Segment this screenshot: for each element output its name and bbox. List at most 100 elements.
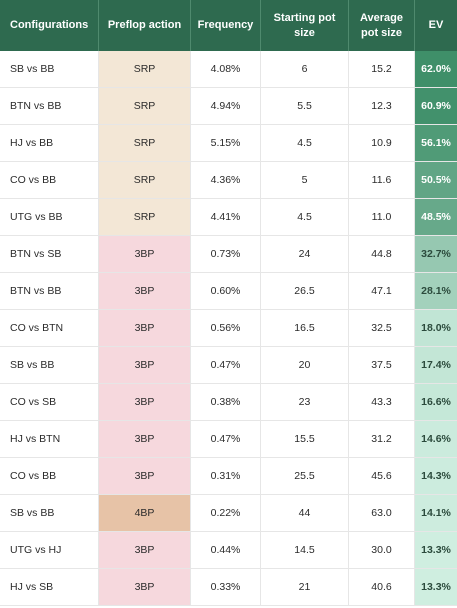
cell-frequency: 4.08% bbox=[191, 51, 261, 87]
cell-starting-pot-size: 15.5 bbox=[261, 421, 349, 457]
cell-average-pot-size: 10.9 bbox=[349, 125, 415, 161]
cell-average-pot-size: 11.6 bbox=[349, 162, 415, 198]
cell-ev: 60.9% bbox=[415, 88, 457, 124]
table-row: CO vs BB 3BP 0.31% 25.5 45.6 14.3% bbox=[0, 458, 457, 495]
cell-ev: 32.7% bbox=[415, 236, 457, 272]
cell-frequency: 5.15% bbox=[191, 125, 261, 161]
cell-average-pot-size: 45.6 bbox=[349, 458, 415, 494]
cell-average-pot-size: 11.0 bbox=[349, 199, 415, 235]
cell-average-pot-size: 12.3 bbox=[349, 88, 415, 124]
cell-preflop-action: 3BP bbox=[99, 236, 191, 272]
cell-average-pot-size: 31.2 bbox=[349, 421, 415, 457]
cell-ev: 62.0% bbox=[415, 51, 457, 87]
cell-configuration: UTG vs HJ bbox=[0, 532, 99, 568]
cell-frequency: 0.31% bbox=[191, 458, 261, 494]
cell-preflop-action: 3BP bbox=[99, 384, 191, 420]
cell-configuration: SB vs BB bbox=[0, 495, 99, 531]
cell-average-pot-size: 40.6 bbox=[349, 569, 415, 605]
cell-starting-pot-size: 25.5 bbox=[261, 458, 349, 494]
cell-frequency: 4.36% bbox=[191, 162, 261, 198]
cell-ev: 28.1% bbox=[415, 273, 457, 309]
cell-ev: 13.3% bbox=[415, 532, 457, 568]
cell-starting-pot-size: 44 bbox=[261, 495, 349, 531]
cell-frequency: 0.44% bbox=[191, 532, 261, 568]
cell-frequency: 0.60% bbox=[191, 273, 261, 309]
cell-starting-pot-size: 23 bbox=[261, 384, 349, 420]
cell-average-pot-size: 15.2 bbox=[349, 51, 415, 87]
cell-configuration: CO vs BTN bbox=[0, 310, 99, 346]
table-header: Configurations Preflop action Frequency … bbox=[0, 0, 457, 51]
cell-preflop-action: 3BP bbox=[99, 273, 191, 309]
cell-configuration: BTN vs BB bbox=[0, 273, 99, 309]
cell-starting-pot-size: 16.5 bbox=[261, 310, 349, 346]
cell-preflop-action: 3BP bbox=[99, 421, 191, 457]
cell-ev: 17.4% bbox=[415, 347, 457, 383]
header-preflop-action: Preflop action bbox=[99, 0, 191, 51]
table-row: BTN vs SB 3BP 0.73% 24 44.8 32.7% bbox=[0, 236, 457, 273]
cell-frequency: 4.41% bbox=[191, 199, 261, 235]
cell-frequency: 0.33% bbox=[191, 569, 261, 605]
cell-starting-pot-size: 24 bbox=[261, 236, 349, 272]
table-row: HJ vs BB SRP 5.15% 4.5 10.9 56.1% bbox=[0, 125, 457, 162]
cell-ev: 14.1% bbox=[415, 495, 457, 531]
cell-configuration: HJ vs BTN bbox=[0, 421, 99, 457]
table-row: SB vs BB SRP 4.08% 6 15.2 62.0% bbox=[0, 51, 457, 88]
table-row: SB vs BB 4BP 0.22% 44 63.0 14.1% bbox=[0, 495, 457, 532]
cell-average-pot-size: 37.5 bbox=[349, 347, 415, 383]
table-row: CO vs BTN 3BP 0.56% 16.5 32.5 18.0% bbox=[0, 310, 457, 347]
cell-configuration: HJ vs SB bbox=[0, 569, 99, 605]
table-row: UTG vs HJ 3BP 0.44% 14.5 30.0 13.3% bbox=[0, 532, 457, 569]
cell-preflop-action: SRP bbox=[99, 125, 191, 161]
cell-starting-pot-size: 21 bbox=[261, 569, 349, 605]
cell-frequency: 0.38% bbox=[191, 384, 261, 420]
cell-configuration: CO vs BB bbox=[0, 458, 99, 494]
cell-starting-pot-size: 14.5 bbox=[261, 532, 349, 568]
cell-ev: 18.0% bbox=[415, 310, 457, 346]
table-row: CO vs BB SRP 4.36% 5 11.6 50.5% bbox=[0, 162, 457, 199]
cell-frequency: 0.22% bbox=[191, 495, 261, 531]
cell-average-pot-size: 47.1 bbox=[349, 273, 415, 309]
table-row: HJ vs SB 3BP 0.33% 21 40.6 13.3% bbox=[0, 569, 457, 606]
cell-preflop-action: 3BP bbox=[99, 347, 191, 383]
cell-preflop-action: 3BP bbox=[99, 310, 191, 346]
cell-average-pot-size: 32.5 bbox=[349, 310, 415, 346]
header-ev: EV bbox=[428, 19, 444, 31]
cell-preflop-action: SRP bbox=[99, 88, 191, 124]
cell-configuration: BTN vs SB bbox=[0, 236, 99, 272]
cell-ev: 14.6% bbox=[415, 421, 457, 457]
cell-ev: 56.1% bbox=[415, 125, 457, 161]
cell-frequency: 0.47% bbox=[191, 421, 261, 457]
cell-starting-pot-size: 20 bbox=[261, 347, 349, 383]
cell-starting-pot-size: 26.5 bbox=[261, 273, 349, 309]
cell-frequency: 0.47% bbox=[191, 347, 261, 383]
cell-configuration: CO vs SB bbox=[0, 384, 99, 420]
cell-preflop-action: 3BP bbox=[99, 569, 191, 605]
cell-ev: 14.3% bbox=[415, 458, 457, 494]
cell-starting-pot-size: 5.5 bbox=[261, 88, 349, 124]
cell-preflop-action: 3BP bbox=[99, 532, 191, 568]
header-frequency: Frequency bbox=[191, 0, 261, 51]
cell-ev: 13.3% bbox=[415, 569, 457, 605]
cell-starting-pot-size: 4.5 bbox=[261, 125, 349, 161]
table-row: HJ vs BTN 3BP 0.47% 15.5 31.2 14.6% bbox=[0, 421, 457, 458]
cell-preflop-action: 4BP bbox=[99, 495, 191, 531]
cell-preflop-action: 3BP bbox=[99, 458, 191, 494]
header-average-pot-size: Average pot size bbox=[349, 0, 415, 51]
table-row: BTN vs BB 3BP 0.60% 26.5 47.1 28.1% bbox=[0, 273, 457, 310]
cell-frequency: 0.73% bbox=[191, 236, 261, 272]
cell-average-pot-size: 63.0 bbox=[349, 495, 415, 531]
table-row: BTN vs BB SRP 4.94% 5.5 12.3 60.9% bbox=[0, 88, 457, 125]
table-row: UTG vs BB SRP 4.41% 4.5 11.0 48.5% bbox=[0, 199, 457, 236]
cell-ev: 50.5% bbox=[415, 162, 457, 198]
cell-starting-pot-size: 6 bbox=[261, 51, 349, 87]
cell-configuration: BTN vs BB bbox=[0, 88, 99, 124]
cell-average-pot-size: 30.0 bbox=[349, 532, 415, 568]
header-configurations: Configurations bbox=[0, 0, 99, 51]
cell-configuration: SB vs BB bbox=[0, 51, 99, 87]
header-starting-pot-size: Starting pot size bbox=[261, 0, 349, 51]
table-row: SB vs BB 3BP 0.47% 20 37.5 17.4% bbox=[0, 347, 457, 384]
cell-configuration: UTG vs BB bbox=[0, 199, 99, 235]
cell-starting-pot-size: 5 bbox=[261, 162, 349, 198]
cell-starting-pot-size: 4.5 bbox=[261, 199, 349, 235]
